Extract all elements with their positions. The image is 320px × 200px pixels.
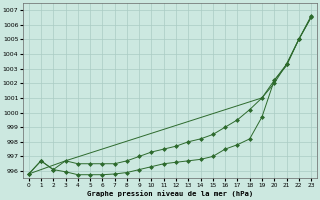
X-axis label: Graphe pression niveau de la mer (hPa): Graphe pression niveau de la mer (hPa) <box>87 190 253 197</box>
